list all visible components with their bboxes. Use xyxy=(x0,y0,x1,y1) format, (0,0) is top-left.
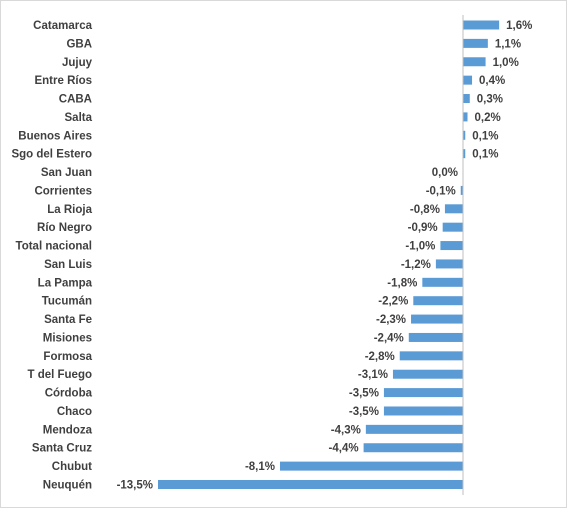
value-label: -1,8% xyxy=(387,277,417,289)
category-label: San Juan xyxy=(41,167,92,179)
value-label: -2,3% xyxy=(376,314,406,326)
value-label: -13,5% xyxy=(117,480,153,492)
bar xyxy=(363,443,463,453)
value-label: 0,3% xyxy=(477,94,503,106)
category-label: La Rioja xyxy=(47,204,92,216)
category-label: Chubut xyxy=(52,461,92,473)
value-label: -3,5% xyxy=(349,388,379,400)
bar xyxy=(422,277,463,287)
category-label: Salta xyxy=(65,112,93,124)
category-label: Formosa xyxy=(43,351,92,363)
value-label: 0,1% xyxy=(472,149,498,161)
bar xyxy=(444,204,463,214)
bar xyxy=(392,369,463,379)
category-label: Neuquén xyxy=(43,480,92,492)
category-label: Santa Fe xyxy=(44,314,92,326)
category-label: Tucumán xyxy=(42,296,92,308)
category-label: Entre Ríos xyxy=(34,75,92,87)
bar xyxy=(463,38,488,48)
category-label: Córdoba xyxy=(45,388,93,400)
category-label: Jujuy xyxy=(62,57,93,69)
value-label: -0,1% xyxy=(426,185,456,197)
bar xyxy=(460,185,463,195)
value-label: 0,1% xyxy=(472,130,498,142)
value-label: 1,6% xyxy=(506,20,532,32)
bar xyxy=(158,480,463,489)
bar xyxy=(435,259,463,269)
value-label: 0,0% xyxy=(432,167,458,179)
bar xyxy=(383,406,463,416)
bar xyxy=(463,75,473,85)
category-label: La Pampa xyxy=(38,277,93,289)
value-label: -2,2% xyxy=(378,296,408,308)
bar xyxy=(383,388,463,398)
value-label: -2,8% xyxy=(365,351,395,363)
value-label: -3,5% xyxy=(349,406,379,418)
value-label: -2,4% xyxy=(374,332,404,344)
category-label: Sgo del Estero xyxy=(11,149,92,161)
value-label: 1,1% xyxy=(495,38,521,50)
bar xyxy=(463,94,470,104)
value-label: 0,2% xyxy=(475,112,501,124)
value-label: -0,8% xyxy=(410,204,440,216)
bar xyxy=(463,130,466,140)
category-label: CABA xyxy=(59,94,92,106)
category-label: GBA xyxy=(66,38,92,50)
bar xyxy=(399,351,463,361)
value-label: -3,1% xyxy=(358,369,388,381)
category-label: Total nacional xyxy=(16,241,92,253)
bar xyxy=(408,332,463,342)
value-label: -8,1% xyxy=(245,461,275,473)
bar xyxy=(463,20,500,30)
bar xyxy=(463,57,486,67)
value-label: 1,0% xyxy=(493,57,519,69)
bar xyxy=(440,241,463,251)
bar xyxy=(442,222,463,232)
value-label: 0,4% xyxy=(479,75,505,87)
value-label: -1,0% xyxy=(405,241,435,253)
bar xyxy=(413,296,463,306)
category-label: San Luis xyxy=(44,259,92,271)
value-label: -4,3% xyxy=(331,424,361,436)
category-label: Misiones xyxy=(43,332,92,344)
bar xyxy=(463,112,468,122)
bar xyxy=(365,424,463,434)
category-label: Catamarca xyxy=(33,20,92,32)
bar xyxy=(280,461,463,471)
value-label: -0,9% xyxy=(408,222,438,234)
value-label: -1,2% xyxy=(401,259,431,271)
category-label: Corrientes xyxy=(34,185,92,197)
value-label: -4,4% xyxy=(329,443,359,455)
category-label: Río Negro xyxy=(37,222,92,234)
category-label: T del Fuego xyxy=(27,369,92,381)
category-label: Buenos Aires xyxy=(18,130,92,142)
category-label: Chaco xyxy=(57,406,92,418)
bar xyxy=(411,314,463,324)
category-label: Santa Cruz xyxy=(32,443,92,455)
category-label: Mendoza xyxy=(43,424,93,436)
bar xyxy=(463,149,466,159)
